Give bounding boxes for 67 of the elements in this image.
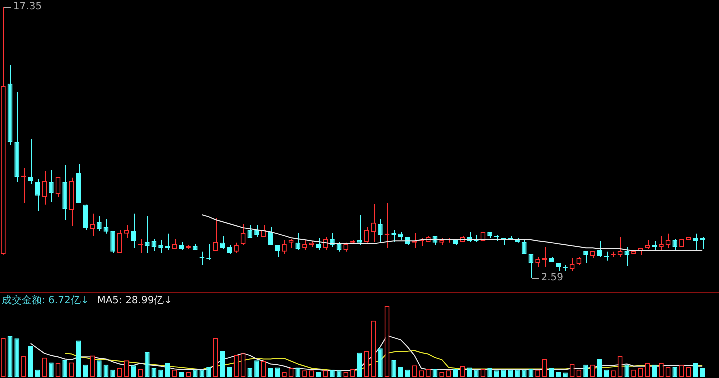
candlestick bbox=[28, 138, 34, 184]
candlestick bbox=[42, 170, 48, 206]
candlestick bbox=[48, 170, 54, 202]
candlestick bbox=[138, 238, 143, 254]
candlestick bbox=[666, 233, 671, 249]
candlestick bbox=[248, 224, 253, 238]
bar bbox=[584, 364, 589, 377]
bar bbox=[652, 364, 658, 377]
candlestick bbox=[172, 238, 178, 250]
candlestick bbox=[90, 213, 95, 236]
bar bbox=[275, 368, 280, 377]
bar bbox=[248, 368, 253, 377]
bar bbox=[672, 367, 678, 377]
candlestick bbox=[371, 204, 376, 243]
bar bbox=[14, 338, 20, 377]
annotation: MA5: 28.99亿↓ bbox=[97, 296, 173, 307]
bar bbox=[206, 367, 212, 377]
candlestick bbox=[124, 224, 130, 238]
candlestick bbox=[35, 178, 40, 212]
candlestick bbox=[357, 214, 362, 246]
candlestick bbox=[528, 253, 534, 278]
bar bbox=[76, 340, 82, 377]
candlestick bbox=[658, 235, 664, 251]
bar bbox=[378, 348, 383, 377]
candlestick bbox=[200, 251, 205, 266]
bar bbox=[28, 346, 34, 377]
candlestick bbox=[302, 239, 308, 251]
annotation: 2.59 bbox=[541, 272, 564, 284]
bar bbox=[144, 352, 150, 377]
bar bbox=[700, 368, 706, 377]
annotation: 成交金额: 6.72亿↓ bbox=[2, 294, 90, 307]
candlestick bbox=[364, 226, 370, 244]
bar bbox=[96, 360, 102, 377]
bar bbox=[83, 364, 88, 377]
candlestick bbox=[536, 256, 541, 268]
candlestick bbox=[96, 215, 102, 232]
candlestick bbox=[131, 213, 136, 249]
candlestick bbox=[110, 230, 116, 254]
bar bbox=[398, 367, 404, 377]
candlestick bbox=[213, 217, 218, 252]
bar bbox=[488, 368, 493, 377]
candlestick bbox=[117, 230, 122, 254]
bar bbox=[165, 364, 170, 377]
candlestick bbox=[296, 232, 301, 251]
candlestick bbox=[336, 242, 342, 252]
annotation: 17.35 bbox=[13, 2, 42, 13]
bar bbox=[254, 360, 260, 377]
candlestick bbox=[158, 239, 164, 254]
bar bbox=[296, 368, 301, 377]
bar bbox=[62, 360, 68, 377]
candlestick bbox=[522, 239, 527, 254]
bar bbox=[624, 364, 630, 377]
candlestick bbox=[240, 224, 246, 246]
bar bbox=[227, 367, 232, 377]
candlestick bbox=[378, 218, 383, 244]
bar bbox=[357, 352, 362, 377]
candlestick bbox=[144, 215, 150, 254]
candlestick bbox=[624, 246, 630, 267]
bar bbox=[467, 368, 472, 377]
candlestick bbox=[584, 250, 589, 264]
candlestick bbox=[618, 236, 623, 258]
candlestick bbox=[672, 238, 678, 252]
candlestick bbox=[570, 257, 575, 272]
candlestick bbox=[83, 204, 88, 231]
bar bbox=[131, 366, 136, 377]
bar bbox=[48, 362, 54, 377]
bar bbox=[392, 360, 397, 377]
